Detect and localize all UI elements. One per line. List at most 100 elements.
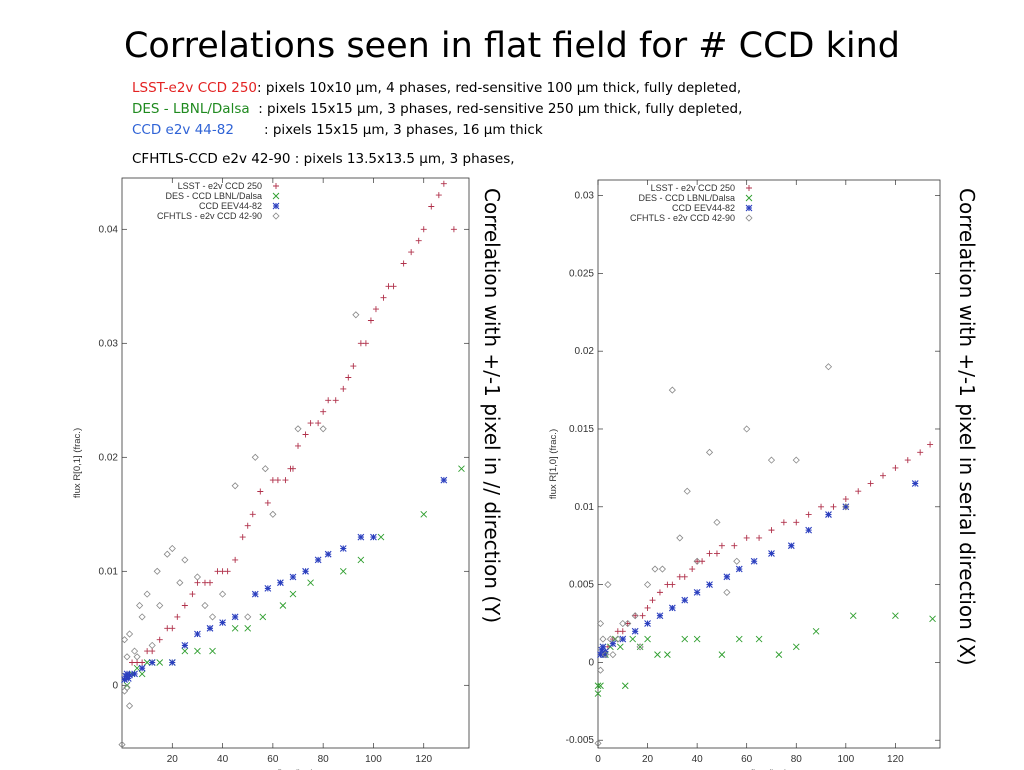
data-point: [664, 651, 671, 658]
data-point: [264, 585, 272, 592]
data-point: [224, 568, 231, 575]
x-tick-label: 120: [415, 754, 432, 765]
data-point: [148, 641, 156, 649]
data-point: [390, 283, 397, 290]
data-point: [123, 684, 131, 692]
description-name: LSST-e2v CCD 250: [132, 80, 258, 96]
data-point: [755, 635, 763, 643]
data-point: [168, 544, 176, 553]
data-point: [631, 627, 639, 635]
data-point: [194, 647, 201, 655]
data-point: [636, 643, 644, 651]
data-point: [377, 533, 385, 541]
y-tick-label: -0.005: [566, 735, 595, 746]
data-point: [208, 613, 217, 621]
data-point: [350, 363, 357, 370]
x-tick-label: 60: [741, 754, 753, 765]
data-point: [357, 340, 364, 347]
x-tick-label: 80: [791, 754, 803, 765]
y-tick-label: 0.005: [569, 580, 594, 591]
legend-marker: [273, 183, 279, 189]
data-point: [289, 573, 297, 581]
description-text: CFHTLS-CCD e2v 42-90 : pixels 13.5x13.5 …: [132, 151, 515, 167]
data-point: [733, 557, 741, 565]
data-point: [668, 604, 676, 612]
data-point: [164, 625, 171, 632]
data-point: [654, 651, 661, 658]
legend-label: CFHTLS - e2v CCD 42-90: [157, 211, 262, 221]
data-point: [458, 465, 465, 473]
data-point: [658, 565, 667, 573]
data-point: [139, 659, 146, 666]
data-point: [904, 457, 911, 464]
data-point: [144, 648, 151, 655]
data-point: [302, 567, 309, 575]
data-point: [597, 651, 604, 659]
data-point: [272, 192, 280, 200]
data-point: [320, 408, 327, 415]
data-point: [244, 624, 252, 632]
data-point: [261, 465, 269, 473]
data-point: [244, 522, 251, 529]
data-point: [209, 647, 216, 655]
legend-label: DES - CCD LBNL/Dalsa: [165, 191, 262, 201]
page-title: Correlations seen in flat field for # CC…: [123, 26, 901, 66]
data-point: [855, 488, 862, 495]
y-tick-label: 0.04: [99, 224, 119, 235]
data-point: [269, 477, 276, 484]
data-point: [768, 527, 775, 534]
data-point: [219, 590, 227, 598]
x-tick-label: 40: [217, 754, 229, 765]
data-point: [867, 480, 874, 487]
series-2: [121, 476, 448, 683]
legend-marker: [745, 204, 753, 212]
data-point: [129, 659, 136, 666]
data-point: [156, 601, 164, 610]
data-point: [219, 619, 226, 626]
data-point: [824, 363, 833, 371]
data-point: [315, 420, 322, 427]
data-point: [693, 588, 701, 596]
legend-marker: [745, 194, 753, 202]
data-point: [133, 653, 141, 661]
data-point: [718, 542, 725, 549]
data-point: [597, 682, 604, 690]
data-point: [842, 503, 850, 511]
data-point: [239, 534, 246, 541]
data-point: [295, 442, 302, 449]
data-point: [911, 480, 919, 487]
data-point: [706, 550, 713, 557]
legend-marker: [272, 202, 280, 210]
series-0: [599, 441, 934, 658]
data-point: [138, 613, 146, 621]
data-point: [138, 664, 146, 672]
data-point: [345, 374, 352, 381]
data-point: [324, 550, 332, 558]
legend-marker: [272, 212, 280, 220]
data-point: [123, 653, 131, 661]
data-point: [257, 488, 264, 495]
data-point: [768, 550, 775, 557]
x-tick-label: 40: [692, 754, 704, 765]
data-point: [307, 579, 314, 587]
data-point: [120, 687, 129, 695]
data-point: [249, 511, 256, 518]
data-point: [683, 487, 691, 495]
y-tick-label: 0: [588, 657, 594, 668]
data-point: [400, 260, 407, 267]
data-point: [818, 503, 825, 510]
legend-label: LSST - e2v CCD 250: [651, 183, 735, 193]
data-point: [340, 385, 347, 392]
description-text: : pixels 15x15 µm, 3 phases, 16 µm thick: [233, 122, 543, 138]
x-tick-label: 0: [595, 754, 601, 765]
data-point: [181, 556, 189, 564]
data-point: [153, 567, 161, 575]
data-point: [156, 659, 164, 666]
data-point: [372, 306, 379, 313]
data-point: [594, 682, 602, 690]
data-point: [294, 425, 302, 433]
data-point: [125, 702, 134, 710]
data-point: [780, 519, 787, 526]
legend-label: DES - CCD LBNL/Dalsa: [638, 193, 735, 203]
data-point: [282, 477, 289, 484]
